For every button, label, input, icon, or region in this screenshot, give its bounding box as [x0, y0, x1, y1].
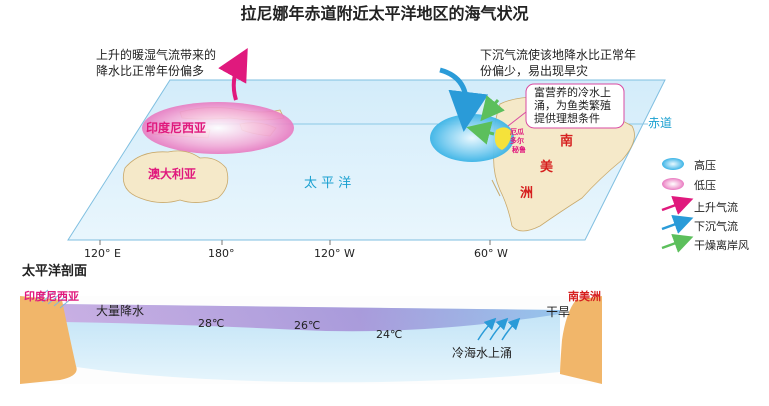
heavy-rain-label: 大量降水 [96, 304, 145, 318]
legend-sinking-label: 下沉气流 [694, 220, 738, 233]
cold-water-note-line2: 涌，为鱼类繁殖 [534, 99, 611, 112]
sinking-air-arrow [439, 67, 489, 132]
rain-hatch [35, 289, 73, 309]
upwelling-label: 冷海水上涌 [452, 346, 513, 360]
cold-water-note-line1: 富营养的冷水上 [534, 86, 611, 99]
legend-offshore-arrow [661, 234, 694, 253]
peru-label: 秘鲁 [512, 146, 526, 154]
cold-water-note-line3: 提供理想条件 [534, 112, 600, 125]
legend-rising-label: 上升气流 [694, 201, 738, 214]
rising-air-arrow [218, 48, 248, 101]
south-america-label-1: 南 [560, 134, 574, 149]
offshore-wind-arrow [466, 121, 495, 145]
tick-180: 180° [208, 247, 235, 260]
tick-120e: 120° E [84, 247, 121, 260]
diagram-title: 拉尼娜年赤道附近太平洋地区的海气状况 [240, 4, 529, 23]
legend-low-label: 低压 [694, 179, 716, 192]
legend-high-swatch [662, 158, 684, 170]
longitude-ticks [99, 240, 491, 245]
sinking-air-note-line1: 下沉气流使该地降水比正常年 [480, 48, 637, 62]
colombia-label: 多尔 [510, 137, 524, 145]
rising-air-note-line1: 上升的暖湿气流带来的 [96, 48, 217, 62]
australia-label: 澳大利亚 [148, 167, 197, 181]
australia-landmass [122, 150, 229, 203]
section-indonesia-label: 印度尼西亚 [24, 290, 79, 303]
section-south-america-label: 南美洲 [568, 290, 601, 303]
pacific-label: 太 平 洋 [304, 176, 352, 191]
temp-28: 28℃ [198, 317, 225, 330]
fishery-highlight [494, 127, 512, 150]
legend-rising-arrow [661, 196, 694, 215]
legend-sinking-arrow [661, 215, 694, 234]
south-america-label-2: 美 [540, 160, 554, 175]
rising-air-note-line2: 降水比正常年份偏多 [96, 64, 205, 78]
section-title: 太平洋剖面 [22, 264, 88, 279]
legend-offshore-label: 干燥离岸风 [694, 239, 749, 252]
ecuador-label: 厄瓜 [510, 128, 524, 136]
equator-label: 赤道 [648, 116, 673, 130]
cold-water-callout-box [525, 83, 625, 129]
sinking-air-note-line2: 份偏少，易出现旱灾 [480, 64, 589, 78]
legend-low-swatch [662, 178, 684, 190]
upwelling-arrows [477, 317, 521, 341]
indonesia-label: 印度尼西亚 [146, 121, 207, 135]
warm-water-layer [60, 304, 560, 332]
tick-120w: 120° W [314, 247, 355, 260]
legend-high-label: 高压 [694, 159, 716, 172]
temp-24: 24℃ [376, 328, 403, 341]
low-pressure-zone [142, 102, 294, 154]
section-land-left [20, 296, 77, 384]
drought-label: 干旱 [546, 305, 571, 319]
south-america-label-3: 洲 [520, 186, 534, 201]
tick-60w: 60° W [474, 247, 508, 260]
temp-26: 26℃ [294, 319, 321, 332]
offshore-wind-arrow [480, 95, 505, 122]
section-land-right [560, 296, 602, 384]
